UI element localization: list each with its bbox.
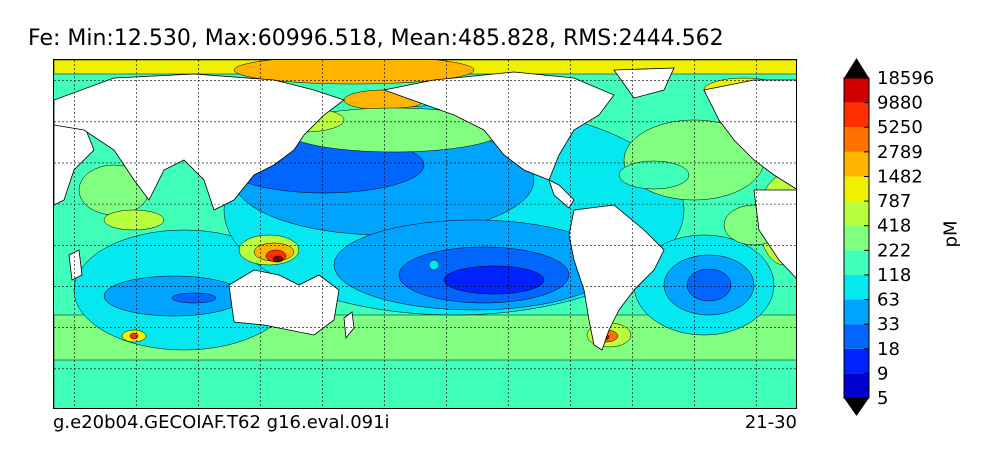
map-gridlines xyxy=(54,60,796,408)
colorbar-segment xyxy=(844,250,869,275)
colorbar-tick-label: 9880 xyxy=(877,93,923,114)
colorbar-tick-label: 787 xyxy=(877,191,911,212)
landmass xyxy=(54,73,345,211)
run-name-label: g.e20b04.GECOIAF.T62 g16.eval.091i xyxy=(53,412,390,433)
concentration-contour xyxy=(129,332,139,340)
landmass xyxy=(382,71,615,181)
colorbar-segment xyxy=(844,225,869,251)
colorbar-tick-label: 418 xyxy=(877,216,911,237)
concentration-contour xyxy=(686,268,732,302)
colorbar-segment xyxy=(844,78,869,103)
colorbar-tick-label: 63 xyxy=(877,290,900,311)
colorbar-tick-label: 18596 xyxy=(877,68,934,89)
colorbar-segment xyxy=(844,151,869,177)
colorbar-segment xyxy=(844,201,869,226)
colorbar-tick-label: 118 xyxy=(877,265,911,286)
colorbar-tick-label: 9 xyxy=(877,363,888,384)
landmass xyxy=(343,311,355,340)
colorbar-segment xyxy=(844,274,869,300)
colorbar-tick-label: 1482 xyxy=(877,166,923,187)
chart-title: Fe: Min:12.530, Max:60996.518, Mean:485.… xyxy=(28,26,724,51)
landmass xyxy=(568,204,665,351)
colorbar-segment xyxy=(844,348,869,374)
colorbar-tick-label: 18 xyxy=(877,339,900,360)
colorbar-extend-max xyxy=(844,58,869,78)
colorbar-tick-label: 5250 xyxy=(877,117,923,138)
colorbar-tick-label: 222 xyxy=(877,240,911,261)
colorbar: 5 9 18 33 63 118 222 418 787 1482 2789 5250 9880 1859… xyxy=(843,58,934,416)
year-range-label: 21-30 xyxy=(744,412,797,433)
landmass xyxy=(703,79,796,190)
concentration-contour xyxy=(428,259,440,271)
concentration-contour xyxy=(443,265,545,295)
colorbar-tick-label: 2789 xyxy=(877,142,923,163)
land-masses xyxy=(54,67,796,351)
colorbar-unit-label: pM xyxy=(940,220,962,248)
colorbar-extend-min xyxy=(844,398,869,416)
colorbar-frame xyxy=(843,77,870,399)
colorbar-segment xyxy=(844,127,869,152)
colorbar-segment xyxy=(844,373,869,398)
concentration-contour xyxy=(54,359,796,408)
colorbar-segment xyxy=(844,102,869,128)
concentration-contour xyxy=(272,255,284,263)
landmass xyxy=(613,67,675,99)
colorbar-segment xyxy=(844,176,869,202)
colorbar-segment xyxy=(844,299,869,325)
map-plot-area xyxy=(53,59,797,409)
colorbar-tick-label: 33 xyxy=(877,314,900,335)
landmass xyxy=(68,249,83,281)
map-svg xyxy=(54,60,796,408)
concentration-contour xyxy=(233,60,475,85)
colorbar-segment xyxy=(844,324,869,349)
landmass xyxy=(753,189,796,279)
concentration-contour xyxy=(618,160,690,190)
colorbar-tick-label: 5 xyxy=(877,388,888,409)
concentration-contour xyxy=(171,292,217,304)
concentration-contour xyxy=(103,209,165,231)
